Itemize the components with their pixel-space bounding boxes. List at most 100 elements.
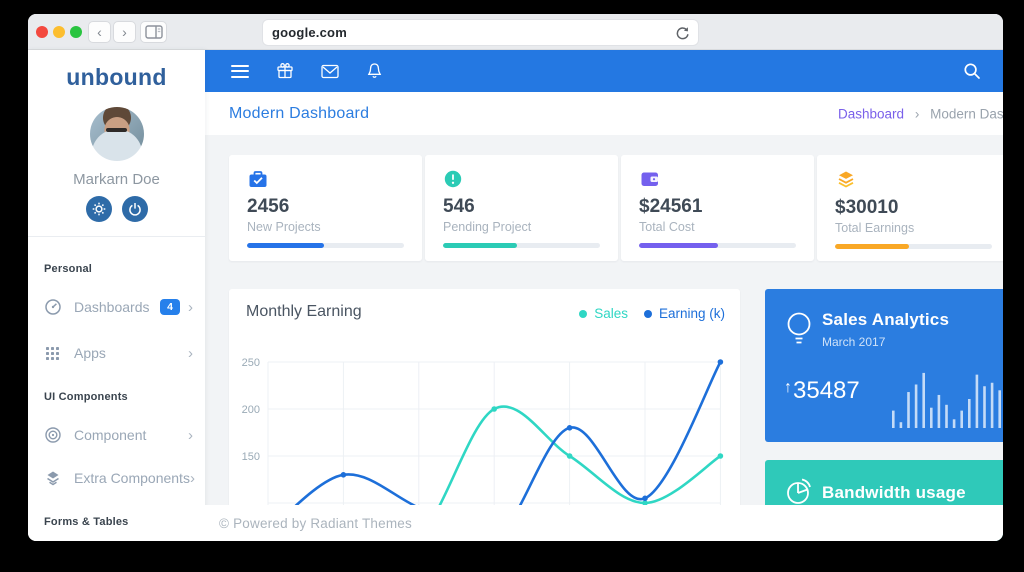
dashboards-count-badge: 4 xyxy=(160,299,180,315)
section-label-forms-tables: Forms & Tables xyxy=(44,516,129,528)
legend-dot-sales xyxy=(579,309,588,318)
speedometer-icon xyxy=(44,298,62,316)
logo[interactable]: unbound xyxy=(66,64,167,90)
footer-text: © Powered by Radiant Themes xyxy=(219,515,412,531)
stat-label: New Projects xyxy=(247,220,321,234)
lightbulb-icon xyxy=(783,311,817,351)
progress-track xyxy=(835,244,992,249)
sidebar-item-label: Dashboards xyxy=(74,299,150,315)
close-window-button[interactable] xyxy=(36,26,48,38)
legend-dot-earning xyxy=(643,309,652,318)
sidebar-item-label: Apps xyxy=(74,345,106,361)
page-title: Modern Dashboard xyxy=(229,104,370,122)
sidebar-item-apps[interactable]: Apps › xyxy=(28,341,205,365)
sales-analytics-card[interactable]: Sales Analytics March 2017 ↑35487 xyxy=(765,289,1003,442)
sidebar-item-component[interactable]: Component › xyxy=(28,423,205,447)
sales-analytics-number: 35487 xyxy=(793,377,860,404)
url-text[interactable]: google.com xyxy=(272,25,347,40)
bandwidth-usage-title: Bandwidth usage xyxy=(822,483,966,502)
sales-analytics-title: Sales Analytics xyxy=(822,310,950,329)
progress-track xyxy=(247,243,404,248)
breadcrumb: Dashboard › Modern Dashboard xyxy=(838,106,1003,121)
browser-window: ‹ › google.com xyxy=(28,14,1003,541)
topbar-icons xyxy=(231,61,383,81)
up-arrow-icon: ↑ xyxy=(784,379,792,396)
sales-mini-bar-chart xyxy=(892,372,1001,428)
gear-icon xyxy=(92,202,105,216)
main-area: Modern Dashboard Dashboard › Modern Dash… xyxy=(205,50,1003,541)
layers-icon xyxy=(838,171,854,188)
power-icon xyxy=(128,203,141,216)
sidebar: unbound Markarn Doe xyxy=(28,50,205,541)
envelope-icon[interactable] xyxy=(321,64,339,79)
refresh-icon[interactable] xyxy=(674,25,689,40)
stat-card-new-projects[interactable]: 2456 New Projects xyxy=(229,155,422,261)
stat-label: Total Cost xyxy=(639,220,695,234)
chevron-right-icon: › xyxy=(188,298,193,316)
briefcase-check-icon xyxy=(249,171,267,187)
app-layout: unbound Markarn Doe xyxy=(28,50,1003,541)
progress-fill xyxy=(443,243,517,248)
sidebar-item-dashboards[interactable]: Dashboards 4 › xyxy=(28,295,205,319)
search-button[interactable] xyxy=(963,62,981,80)
stat-value: 2456 xyxy=(247,196,290,217)
back-button[interactable]: ‹ xyxy=(88,21,111,43)
progress-fill xyxy=(247,243,324,248)
back-chevron-icon: ‹ xyxy=(97,24,102,40)
search-icon xyxy=(964,63,980,79)
legend-item-earning[interactable]: Earning (k) xyxy=(643,306,725,321)
section-label-ui-components: UI Components xyxy=(44,391,128,403)
user-avatar[interactable] xyxy=(89,107,144,161)
wallet-icon xyxy=(641,172,658,186)
forward-chevron-icon: › xyxy=(122,24,127,40)
apps-grid-icon xyxy=(44,344,62,362)
page-header: Modern Dashboard Dashboard › Modern Dash… xyxy=(205,92,1003,135)
forward-button[interactable]: › xyxy=(113,21,136,43)
svg-text:250: 250 xyxy=(242,357,260,369)
stat-card-pending-project[interactable]: 546 Pending Project xyxy=(425,155,618,261)
page-footer: © Powered by Radiant Themes xyxy=(205,505,1003,541)
stats-row: 2456 New Projects 546 Pending Proje xyxy=(229,155,1003,261)
sidebar-item-label: Component xyxy=(74,427,147,443)
stat-card-total-earnings[interactable]: $30010 Total Earnings xyxy=(817,155,1003,261)
browser-chrome: ‹ › google.com xyxy=(28,14,1003,50)
svg-text:150: 150 xyxy=(242,451,260,463)
sidebar-item-extra-components[interactable]: Extra Components › xyxy=(28,466,205,490)
stat-value: $24561 xyxy=(639,196,703,217)
sales-analytics-value: ↑35487 xyxy=(784,377,860,405)
hamburger-menu-icon[interactable] xyxy=(231,61,249,81)
url-bar[interactable]: google.com xyxy=(262,19,699,46)
pie-chart-icon xyxy=(785,476,815,508)
chart-legend: Sales Earning (k) xyxy=(579,306,725,321)
progress-fill xyxy=(835,244,909,249)
gift-icon[interactable] xyxy=(276,62,294,80)
stat-value: $30010 xyxy=(835,197,899,218)
chevron-right-icon: › xyxy=(189,469,195,487)
monthly-earning-card: Monthly Earning Sales Earning (k) xyxy=(229,289,740,541)
progress-fill xyxy=(639,243,718,248)
sidebar-toggle-button[interactable] xyxy=(140,21,167,43)
logout-button[interactable] xyxy=(121,196,148,222)
dropbox-icon xyxy=(44,469,62,487)
breadcrumb-separator-icon: › xyxy=(914,106,920,121)
chart-title: Monthly Earning xyxy=(246,303,362,320)
minimize-window-button[interactable] xyxy=(53,26,65,38)
sidebar-toggle-icon xyxy=(144,25,163,39)
breadcrumb-dashboard-link[interactable]: Dashboard xyxy=(838,106,905,121)
stat-card-total-cost[interactable]: $24561 Total Cost xyxy=(621,155,814,261)
legend-label-sales: Sales xyxy=(594,306,628,321)
bell-icon[interactable] xyxy=(366,62,383,80)
progress-track xyxy=(639,243,796,248)
sales-analytics-subtitle: March 2017 xyxy=(822,335,886,349)
right-column: Sales Analytics March 2017 ↑35487 xyxy=(765,289,1003,541)
progress-track xyxy=(443,243,600,248)
zoom-window-button[interactable] xyxy=(70,26,82,38)
legend-label-earning: Earning (k) xyxy=(658,306,725,321)
breadcrumb-current: Modern Dashboard xyxy=(930,106,1003,121)
monthly-earning-chart: 150 200 250 xyxy=(242,357,724,541)
settings-button[interactable] xyxy=(85,196,112,222)
legend-item-sales[interactable]: Sales xyxy=(579,306,628,321)
svg-text:200: 200 xyxy=(242,404,260,416)
section-label-personal: Personal xyxy=(44,263,93,275)
